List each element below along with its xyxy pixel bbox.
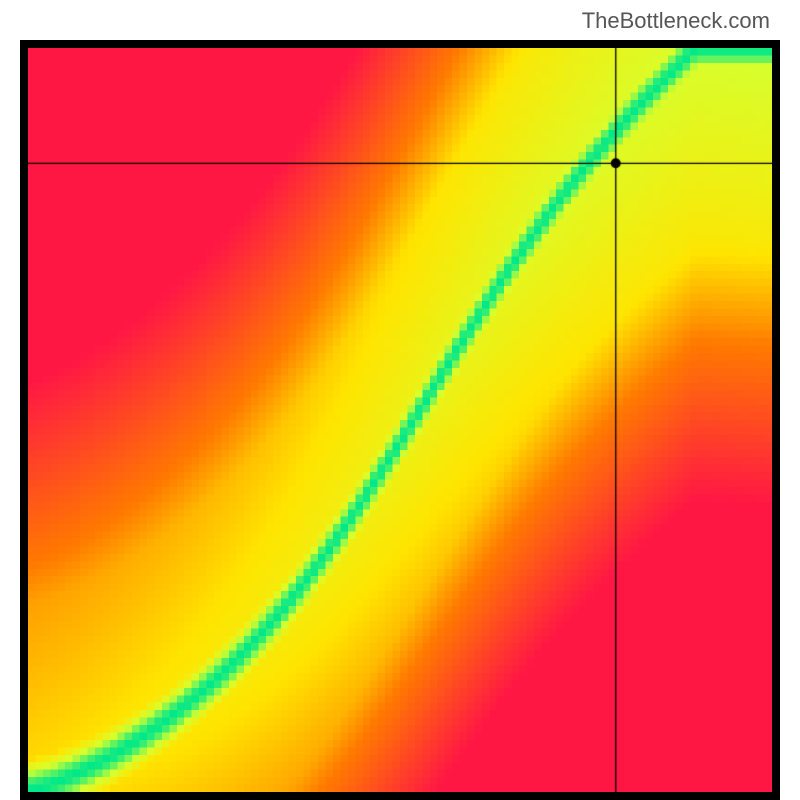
attribution-text: TheBottleneck.com: [582, 8, 770, 34]
crosshair-overlay: [28, 48, 772, 792]
root: TheBottleneck.com: [0, 0, 800, 800]
plot-area: [28, 48, 772, 792]
